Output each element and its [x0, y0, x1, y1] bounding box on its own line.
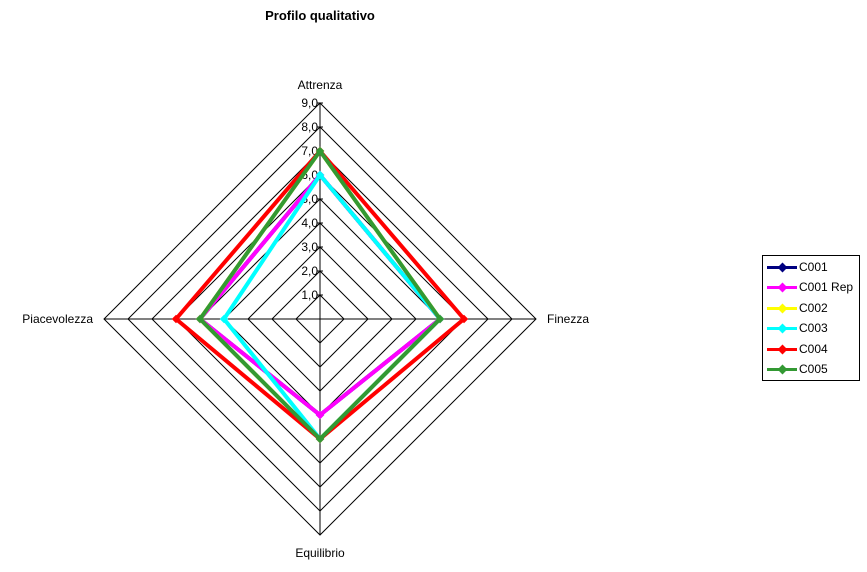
series-point: [315, 146, 325, 156]
legend-label: C001 Rep: [799, 280, 854, 295]
tick-label: 4,0: [301, 216, 318, 230]
legend-item: C001: [767, 258, 828, 276]
legend-label: C003: [799, 321, 828, 336]
axis-label: Equilibrio: [295, 546, 345, 560]
legend-swatch: [767, 261, 797, 273]
radar-axes: [104, 103, 536, 535]
axis-label: Piacevolezza: [22, 312, 93, 326]
legend-swatch: [767, 322, 797, 334]
legend-label: C004: [799, 341, 828, 356]
tick-label: 2,0: [301, 264, 318, 278]
series-point: [315, 410, 325, 420]
legend-label: C005: [799, 362, 828, 376]
legend: C001 C001 Rep C002 C003 C004 C005: [762, 255, 860, 381]
series-point: [435, 314, 445, 324]
axis-label: Finezza: [547, 312, 589, 326]
tick-label: 8,0: [301, 120, 318, 134]
legend-item: C002: [767, 299, 828, 317]
series-point: [195, 314, 205, 324]
tick-label: 9,0: [301, 96, 318, 110]
legend-item: C005: [767, 360, 828, 378]
series-point: [219, 314, 229, 324]
chart-title: Profilo qualitativo: [265, 8, 375, 23]
tick-label: 3,0: [301, 240, 318, 254]
legend-swatch: [767, 302, 797, 314]
series-lines: [171, 146, 469, 444]
series-point: [315, 434, 325, 444]
legend-item: C001 Rep: [767, 278, 853, 296]
series-point: [459, 314, 469, 324]
legend-item: C004: [767, 340, 828, 358]
legend-swatch: [767, 281, 797, 293]
legend-swatch: [767, 343, 797, 355]
radial-tick-labels: 1,02,03,04,05,06,07,08,09,0: [301, 96, 323, 302]
legend-item: C003: [767, 319, 828, 337]
series-point: [315, 170, 325, 180]
tick-label: 1,0: [301, 288, 318, 302]
tick-label: 7,0: [301, 144, 318, 158]
axis-label: Attrenza: [298, 78, 343, 92]
axis-labels: Attrenza Finezza Equilibrio Piacevolezza: [22, 78, 589, 560]
series-point: [171, 314, 181, 324]
legend-swatch: [767, 363, 797, 375]
legend-label: C002: [799, 300, 828, 315]
legend-label: C001: [799, 260, 828, 274]
